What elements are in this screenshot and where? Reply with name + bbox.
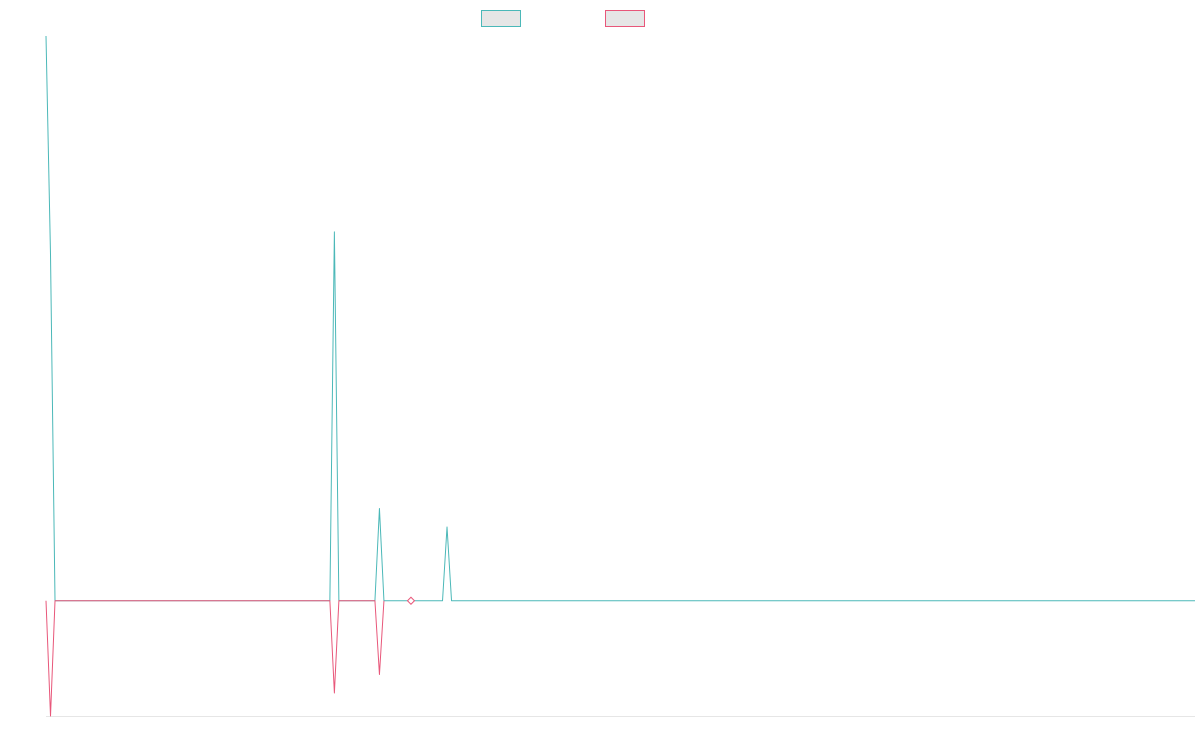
legend-swatch-series-2[interactable] [605, 10, 645, 27]
series-line-1 [45, 35, 1195, 602]
series-layer [45, 35, 1195, 717]
legend[interactable] [481, 10, 645, 27]
legend-swatch-series-1[interactable] [481, 10, 521, 27]
point-marker-1[interactable] [406, 596, 416, 605]
marker-layer [406, 596, 416, 605]
series-line-2 [45, 600, 385, 717]
